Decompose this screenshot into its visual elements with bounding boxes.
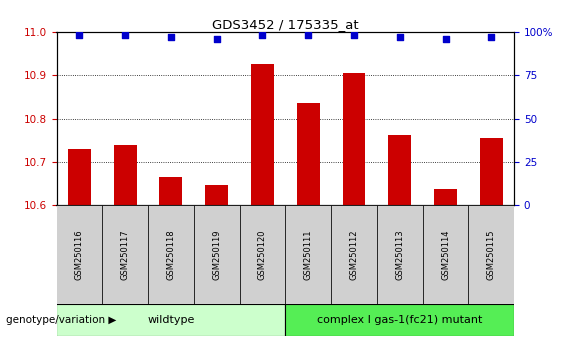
Text: GSM250114: GSM250114 [441, 230, 450, 280]
Text: genotype/variation ▶: genotype/variation ▶ [6, 315, 116, 325]
Point [258, 33, 267, 38]
Bar [56, 205, 102, 304]
Bar [285, 205, 331, 304]
Bar [56, 304, 285, 336]
Point [486, 34, 496, 40]
Text: GSM250120: GSM250120 [258, 230, 267, 280]
Bar [102, 205, 148, 304]
Text: GSM250119: GSM250119 [212, 230, 221, 280]
Text: GSM250111: GSM250111 [304, 230, 312, 280]
Bar [434, 189, 457, 205]
Bar [480, 138, 503, 205]
Point [349, 33, 359, 38]
Text: GSM250116: GSM250116 [75, 229, 84, 280]
Bar [468, 205, 514, 304]
Point [396, 34, 405, 40]
Text: GSM250117: GSM250117 [121, 229, 129, 280]
Bar [68, 149, 91, 205]
Bar [342, 73, 366, 205]
Text: wildtype: wildtype [147, 315, 194, 325]
Bar [388, 135, 411, 205]
Bar [148, 205, 194, 304]
Bar [297, 103, 320, 205]
Title: GDS3452 / 175335_at: GDS3452 / 175335_at [212, 18, 359, 31]
Text: GSM250118: GSM250118 [167, 229, 175, 280]
Bar [194, 205, 240, 304]
Point [304, 33, 313, 38]
Bar [159, 177, 182, 205]
Point [212, 36, 221, 42]
Point [166, 34, 175, 40]
Point [441, 36, 450, 42]
Text: GSM250113: GSM250113 [396, 229, 404, 280]
Bar [377, 205, 423, 304]
Text: complex I gas-1(fc21) mutant: complex I gas-1(fc21) mutant [317, 315, 483, 325]
Bar [285, 304, 514, 336]
Point [120, 33, 129, 38]
Bar [114, 144, 137, 205]
Point [75, 33, 84, 38]
Bar [331, 205, 377, 304]
Bar [251, 64, 274, 205]
Text: GSM250112: GSM250112 [350, 230, 358, 280]
Text: GSM250115: GSM250115 [487, 230, 496, 280]
Bar [240, 205, 285, 304]
Bar [423, 205, 468, 304]
Bar [205, 184, 228, 205]
